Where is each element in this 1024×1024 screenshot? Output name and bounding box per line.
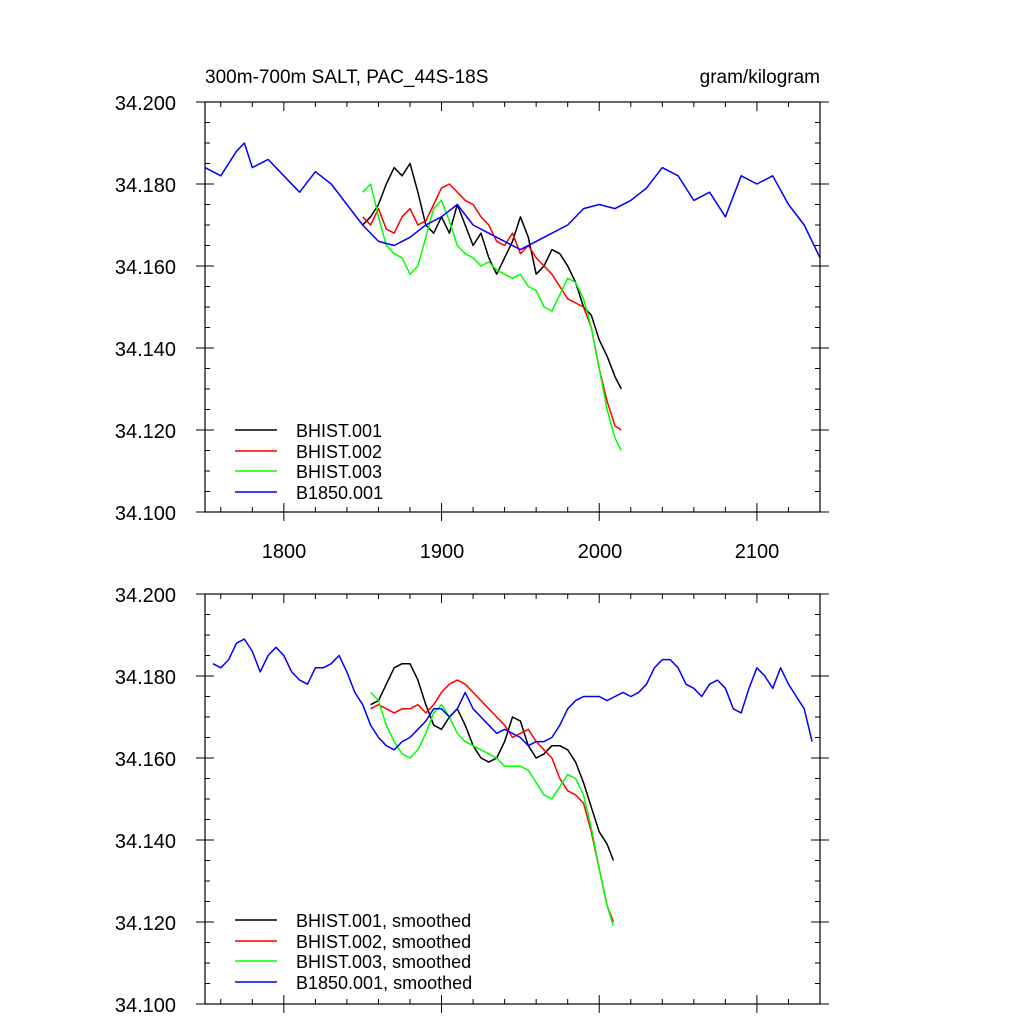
legend-label: BHIST.001 [296,421,382,441]
series-line [370,662,615,861]
x-tick-label: 2000 [578,541,623,563]
legend-label: BHIST.003, smoothed [296,952,471,972]
y-tick-label: 34.120 [115,913,176,935]
legend-label: BHIST.001, smoothed [296,911,471,931]
bottom-panel: 34.100 34.120 34.140 34.160 34.180 34.20… [115,585,829,1017]
y-tick-label: 34.120 [115,421,176,443]
y-tick-label: 34.200 [115,585,176,607]
y-tick-label: 34.100 [115,503,176,525]
y-tick-label: 34.200 [115,93,176,115]
y-tick-label: 34.100 [115,995,176,1017]
bottom-y-tick-labels: 34.100 34.120 34.140 34.160 34.180 34.20… [115,585,176,1017]
top-legend: BHIST.001 BHIST.002 BHIST.003 B1850.001 [235,421,383,503]
top-series-layer [204,142,821,451]
series-line [362,162,622,390]
y-tick-label: 34.180 [115,667,176,689]
y-tick-label: 34.160 [115,749,176,771]
y-tick-label: 34.160 [115,257,176,279]
series-line [212,638,813,751]
x-tick-label: 1800 [262,541,307,563]
x-tick-label: 2100 [735,541,780,563]
x-tick-label: 1900 [420,541,465,563]
bottom-legend: BHIST.001, smoothed BHIST.002, smoothed … [235,911,472,993]
legend-label: B1850.001, smoothed [296,973,472,993]
series-line [362,183,622,431]
y-tick-label: 34.180 [115,175,176,197]
legend-label: BHIST.002 [296,442,382,462]
series-line [204,142,821,259]
top-x-tick-labels: 1800 1900 2000 2100 [262,541,780,563]
y-tick-label: 34.140 [115,831,176,853]
legend-label: BHIST.003 [296,462,382,482]
legend-label: B1850.001 [296,483,383,503]
bottom-ticks [196,593,829,1013]
bottom-series-layer [212,638,813,927]
series-line [370,679,615,923]
units-label: gram/kilogram [700,67,820,88]
chart-title: 300m-700m SALT, PAC_44S-18S [205,67,488,88]
top-panel: 300m-700m SALT, PAC_44S-18S gram/kilogra… [115,67,829,563]
top-y-tick-labels: 34.100 34.120 34.140 34.160 34.180 34.20… [115,93,176,525]
top-ticks [196,101,829,521]
series-line [362,183,622,451]
series-line [370,691,615,927]
y-tick-label: 34.140 [115,339,176,361]
legend-label: BHIST.002, smoothed [296,932,471,952]
